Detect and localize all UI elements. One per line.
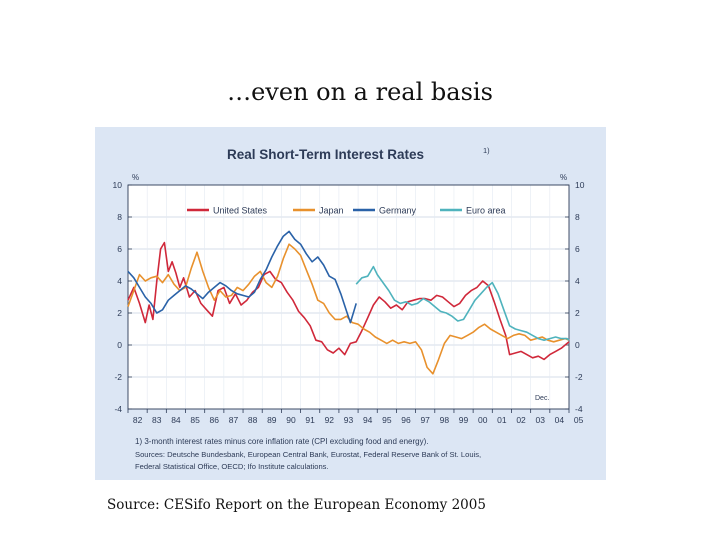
- y-tick-label-right: 2: [575, 308, 580, 318]
- y-tick-label-right: 4: [575, 276, 580, 286]
- x-tick-label: 84: [171, 415, 181, 425]
- slide-source: Source: CESifo Report on the European Ec…: [107, 497, 486, 513]
- y-tick-label-right: -2: [575, 372, 583, 382]
- x-tick-label: 85: [190, 415, 200, 425]
- x-tick-label: 97: [420, 415, 430, 425]
- x-tick-label: 91: [305, 415, 315, 425]
- plot-area: [128, 185, 569, 409]
- legend-label: Euro area: [466, 206, 506, 216]
- x-tick-label: 83: [152, 415, 162, 425]
- y-tick-label-left: 10: [113, 180, 123, 190]
- series-line-euro-area: [355, 265, 570, 341]
- y-unit-right: %: [560, 173, 567, 182]
- y-ticks: 10 10 8 8 6 6 4 4 2 2 0 0 -2 -2 -4 -4: [113, 180, 585, 414]
- y-tick-label-left: -2: [114, 372, 122, 382]
- x-tick-label: 92: [325, 415, 335, 425]
- x-tick-label: 03: [536, 415, 546, 425]
- x-tick-label: 02: [516, 415, 526, 425]
- x-tick-label: 82: [133, 415, 143, 425]
- x-tick-label: 98: [440, 415, 450, 425]
- x-tick-label: 88: [248, 415, 258, 425]
- chart-footnote: 1) 3-month interest rates minus core inf…: [135, 437, 428, 446]
- y-tick-label-right: 6: [575, 244, 580, 254]
- plot-frame: [127, 184, 570, 410]
- legend-label: Japan: [319, 206, 344, 216]
- series-line-united-states: [127, 241, 570, 361]
- series-lines: [127, 230, 570, 375]
- y-tick-label-left: -4: [114, 404, 122, 414]
- x-tick-label: 00: [478, 415, 488, 425]
- y-tick-label-left: 6: [117, 244, 122, 254]
- legend: United States Japan Germany Euro area: [187, 206, 506, 216]
- x-tick-label: 96: [401, 415, 411, 425]
- y-tick-label-right: -4: [575, 404, 583, 414]
- chart-panel: Real Short-Term Interest Rates 1) % % 10…: [95, 127, 606, 480]
- y-tick-label-right: 0: [575, 340, 580, 350]
- slide-title: …even on a real basis: [227, 78, 493, 106]
- x-tick-label: 93: [344, 415, 354, 425]
- x-tick-label: 01: [497, 415, 507, 425]
- x-tick-label: 04: [555, 415, 565, 425]
- x-tick-label: 89: [267, 415, 277, 425]
- y-unit-left: %: [132, 173, 139, 182]
- chart-title-footnote: 1): [483, 146, 490, 155]
- legend-label: United States: [213, 206, 268, 216]
- x-tick-label: 90: [286, 415, 296, 425]
- chart-sources-line-2: Federal Statistical Office, OECD; Ifo In…: [135, 462, 329, 471]
- y-tick-label-left: 4: [117, 276, 122, 286]
- x-tick-label: 94: [363, 415, 373, 425]
- x-tick-label: 95: [382, 415, 392, 425]
- x-tick-label: 87: [229, 415, 239, 425]
- y-tick-label-right: 10: [575, 180, 585, 190]
- x-ticks: 82 83 84 85 86 87 88 89 90 91 92 93 94 95 96 97 98 99 00 01…: [127, 409, 584, 425]
- y-tick-label-left: 2: [117, 308, 122, 318]
- x-tick-label: 86: [210, 415, 220, 425]
- interest-rate-chart: Real Short-Term Interest Rates 1) % % 10…: [113, 146, 585, 471]
- x-tick-label: 99: [459, 415, 469, 425]
- end-annotation: Dec.: [535, 395, 549, 402]
- y-tick-label-left: 0: [117, 340, 122, 350]
- y-tick-label-right: 8: [575, 212, 580, 222]
- x-tick-label: 05: [574, 415, 584, 425]
- chart-sources-line-1: Sources: Deutsche Bundesbank, European C…: [135, 450, 481, 459]
- y-tick-label-left: 8: [117, 212, 122, 222]
- series-line-germany: [127, 230, 357, 324]
- legend-label: Germany: [379, 206, 417, 216]
- chart-title: Real Short-Term Interest Rates: [227, 147, 424, 162]
